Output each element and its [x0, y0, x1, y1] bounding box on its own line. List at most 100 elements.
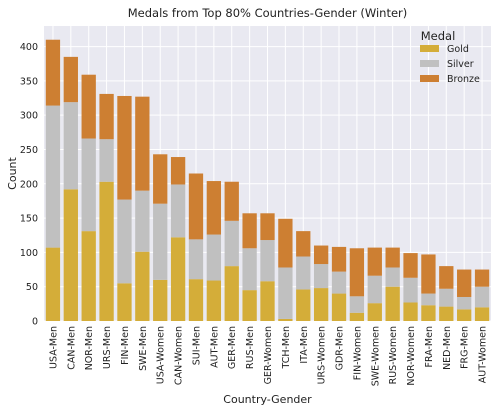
- bar-silver-ned-men: [439, 288, 454, 307]
- legend-label-bronze: Bronze: [447, 74, 480, 85]
- y-tick-label: 250: [20, 145, 38, 156]
- y-tick-labels: 0 50 100 150 200 250 300 350 400: [20, 42, 38, 327]
- bar-gold-usa-men: [45, 247, 61, 321]
- legend-label-silver: Silver: [447, 59, 474, 70]
- bar-gold-can-women: [170, 237, 186, 321]
- bar-silver-fra-men: [421, 293, 436, 306]
- y-tick-label: 300: [20, 111, 38, 122]
- bar-gold-urs-women: [313, 288, 329, 321]
- bar-silver-nor-women: [403, 277, 418, 303]
- legend: Medal Gold Silver Bronze: [420, 29, 480, 85]
- bar-gold-aut-men: [206, 280, 222, 321]
- bar-bronze-gdr-men: [331, 246, 347, 272]
- bar-silver-ita-men: [296, 256, 311, 290]
- bar-gold-ger-women: [260, 281, 275, 321]
- x-tick-label: RUS-Women: [388, 326, 399, 384]
- bar-silver-sui-men: [188, 239, 204, 280]
- legend-swatch-bronze: [420, 75, 439, 82]
- bar-silver-gdr-men: [331, 271, 347, 294]
- bar-gold-fra-men: [421, 305, 436, 321]
- x-tick-label: GER-Women: [263, 326, 274, 384]
- bar-bronze-can-men: [63, 56, 78, 103]
- bar-silver-ger-men: [224, 220, 239, 267]
- x-tick-label: RUS-Men: [245, 326, 256, 369]
- bar-silver-aut-men: [206, 234, 222, 281]
- x-tick-label: NED-Men: [442, 326, 453, 370]
- y-tick-label: 0: [32, 317, 38, 328]
- bar-silver-frg-men: [457, 296, 472, 310]
- bar-bronze-rus-men: [242, 213, 257, 249]
- bar-gold-usa-women: [153, 279, 168, 321]
- bar-gold-sui-men: [188, 279, 204, 321]
- bar-bronze-fin-men: [117, 95, 132, 200]
- bar-silver-rus-women: [385, 267, 400, 287]
- bar-bronze-can-women: [170, 157, 186, 185]
- bar-bronze-urs-women: [313, 245, 329, 265]
- bar-silver-can-women: [170, 184, 186, 238]
- x-tick-label: URS-Men: [102, 326, 113, 369]
- bar-gold-ned-men: [439, 306, 454, 321]
- bar-silver-usa-women: [153, 203, 168, 280]
- x-tick-label: CAN-Women: [174, 326, 185, 385]
- bar-silver-tch-men: [278, 267, 293, 319]
- y-tick-label: 200: [20, 179, 38, 190]
- bar-gold-frg-men: [457, 309, 472, 321]
- bar-bronze-nor-men: [81, 74, 96, 139]
- x-tick-label: SWE-Men: [138, 326, 149, 371]
- bar-bronze-usa-men: [45, 39, 61, 106]
- x-tick-label: NOR-Men: [84, 326, 95, 370]
- y-tick-label: 150: [20, 214, 38, 225]
- bar-bronze-fra-men: [421, 254, 436, 294]
- bar-bronze-aut-men: [206, 181, 222, 235]
- x-tick-label: FIN-Men: [120, 326, 131, 365]
- bar-gold-ita-men: [296, 289, 311, 321]
- x-tick-label: SWE-Women: [370, 326, 381, 386]
- bar-gold-fin-women: [349, 312, 365, 321]
- x-tick-labels: USA-Men CAN-Men NOR-Men URS-Men FIN-Men SWE-M…: [48, 326, 488, 386]
- x-tick-label: GDR-Men: [335, 326, 346, 370]
- y-tick-label: 100: [20, 248, 38, 259]
- bar-bronze-ger-women: [260, 213, 275, 241]
- bar-silver-urs-women: [313, 264, 329, 289]
- bar-bronze-usa-women: [153, 154, 168, 204]
- x-tick-label: GER-Men: [227, 326, 238, 369]
- x-tick-label: TCH-Men: [281, 326, 292, 370]
- bar-silver-can-men: [63, 102, 78, 190]
- x-tick-label: ITA-Men: [299, 326, 310, 364]
- bar-gold-swe-women: [367, 303, 382, 321]
- x-tick-label: FIN-Women: [352, 326, 363, 380]
- bar-gold-ger-men: [224, 266, 239, 321]
- bar-bronze-tch-men: [278, 218, 293, 268]
- bar-bronze-rus-women: [385, 247, 400, 268]
- chart-title: Medals from Top 80% Countries-Gender (Wi…: [128, 6, 408, 20]
- bar-bronze-sui-men: [188, 173, 204, 240]
- bar-silver-swe-women: [367, 275, 382, 304]
- bar-gold-can-men: [63, 189, 78, 321]
- bar-bronze-urs-men: [99, 93, 114, 140]
- y-tick-label: 50: [26, 282, 38, 293]
- y-axis-title: Count: [6, 156, 19, 189]
- x-axis-title: Country-Gender: [223, 393, 312, 406]
- x-tick-label: AUT-Men: [209, 326, 220, 368]
- bar-bronze-swe-men: [135, 96, 150, 191]
- x-tick-label: FRG-Men: [460, 326, 471, 369]
- x-tick-label: CAN-Men: [66, 326, 77, 370]
- bar-silver-aut-women: [474, 286, 490, 308]
- bar-silver-usa-men: [45, 105, 61, 248]
- x-tick-label: SUI-Men: [191, 326, 202, 365]
- bar-gold-rus-women: [385, 286, 400, 321]
- bar-silver-fin-women: [349, 296, 365, 313]
- bar-gold-urs-men: [99, 181, 114, 321]
- x-tick-label: FRA-Men: [424, 326, 435, 367]
- bar-gold-tch-men: [278, 318, 293, 321]
- legend-label-gold: Gold: [447, 44, 469, 55]
- bar-gold-aut-women: [474, 307, 490, 321]
- bars: [45, 39, 490, 321]
- bar-gold-nor-men: [81, 231, 96, 321]
- bar-bronze-aut-women: [474, 269, 490, 287]
- bar-gold-rus-men: [242, 290, 257, 321]
- x-tick-label: USA-Women: [156, 326, 167, 384]
- bar-bronze-fin-women: [349, 248, 365, 297]
